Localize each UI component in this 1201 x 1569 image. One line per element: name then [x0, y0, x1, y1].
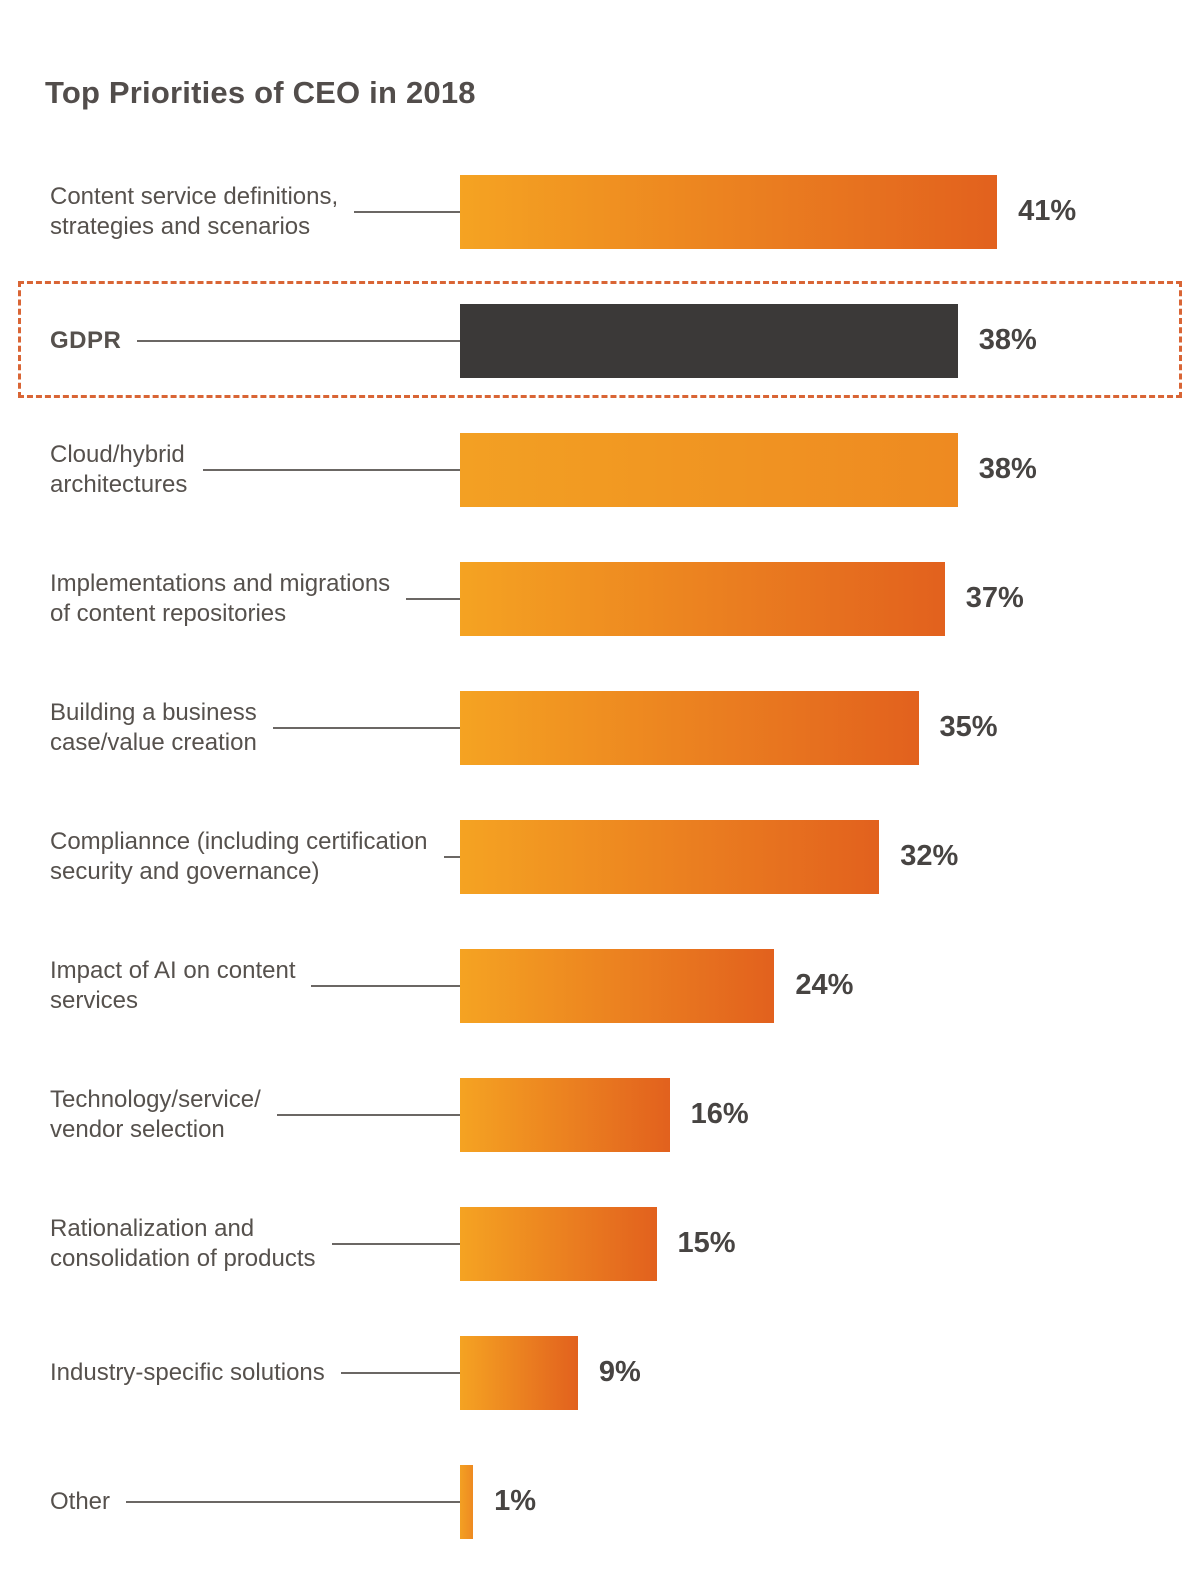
bar-value: 35%	[939, 711, 998, 743]
chart-title: Top Priorities of CEO in 2018	[45, 75, 476, 110]
connector-line	[276, 1113, 460, 1116]
bar	[460, 1335, 578, 1410]
bar-chart: Content service definitions, strategies …	[0, 147, 1201, 1566]
connector-line	[331, 1242, 460, 1245]
bar-row: Content service definitions, strategies …	[0, 147, 1201, 276]
connector-line	[272, 726, 460, 729]
bar-row: Industry-specific solutions 9%	[0, 1308, 1201, 1437]
bar-row: Cloud/hybrid architectures 38%	[0, 405, 1201, 534]
bar-row: Implementations and migrations of conten…	[0, 534, 1201, 663]
bar-label-area: Rationalization and consolidation of pro…	[0, 1214, 460, 1274]
bar-label: Building a business case/value creation	[50, 698, 257, 756]
bar	[460, 432, 958, 507]
bar-label-area: Content service definitions, strategies …	[0, 182, 460, 242]
connector-line	[443, 855, 460, 858]
bar-row: Other 1%	[0, 1437, 1201, 1566]
bar-label-area: Other	[0, 1487, 460, 1517]
bar-label: Industry-specific solutions	[50, 1358, 325, 1386]
bar-label-area: Compliannce (including certification sec…	[0, 827, 460, 887]
bar-row: Compliannce (including certification sec…	[0, 792, 1201, 921]
bar	[460, 690, 919, 765]
bar-label: Cloud/hybrid architectures	[50, 440, 188, 498]
bar	[460, 174, 998, 249]
connector-line	[406, 597, 460, 600]
bar-value: 32%	[900, 840, 959, 872]
bar-value: 41%	[1018, 195, 1077, 227]
bar-label-area: Cloud/hybrid architectures	[0, 440, 460, 500]
bar-label-area: Technology/service/ vendor selection	[0, 1085, 460, 1145]
bar-row: Impact of AI on content services 24%	[0, 921, 1201, 1050]
connector-line	[203, 468, 460, 471]
bar-label: GDPR	[50, 326, 122, 354]
bar-label: Compliannce (including certification sec…	[50, 827, 428, 885]
bar	[460, 819, 880, 894]
bar-label-area: Impact of AI on content services	[0, 956, 460, 1016]
bar	[460, 561, 945, 636]
bar-label: Technology/service/ vendor selection	[50, 1085, 261, 1143]
bar-value: 9%	[598, 1356, 641, 1388]
bar-row: Technology/service/ vendor selection 16%	[0, 1050, 1201, 1179]
bar-label-area: Implementations and migrations of conten…	[0, 569, 460, 629]
connector-line	[354, 210, 460, 213]
bar-value: 15%	[677, 1227, 736, 1259]
infographic-page: Top Priorities of CEO in 2018 Content se…	[0, 75, 1201, 1569]
bar-value: 38%	[978, 324, 1037, 356]
bar-label: Impact of AI on content services	[50, 956, 296, 1014]
bar	[460, 1206, 657, 1281]
bar-label-area: GDPR	[0, 326, 460, 356]
bar-label: Rationalization and consolidation of pro…	[50, 1214, 316, 1272]
bar-label: Implementations and migrations of conten…	[50, 569, 391, 627]
bar-row: GDPR 38%	[0, 276, 1201, 405]
bar-label: Content service definitions, strategies …	[50, 182, 339, 240]
bar-value: 37%	[965, 582, 1024, 614]
bar-row: Rationalization and consolidation of pro…	[0, 1179, 1201, 1308]
bar-value: 1%	[494, 1485, 537, 1517]
bar-label-area: Building a business case/value creation	[0, 698, 460, 758]
bar	[460, 948, 775, 1023]
connector-line	[137, 339, 460, 342]
bar-value: 24%	[795, 969, 854, 1001]
bar-value: 16%	[690, 1098, 749, 1130]
bar-label-area: Industry-specific solutions	[0, 1358, 460, 1388]
connector-line	[340, 1371, 460, 1374]
bar	[460, 1464, 474, 1539]
connector-line	[311, 984, 460, 987]
bar-label: Other	[50, 1487, 111, 1515]
bar	[460, 1077, 670, 1152]
bar	[460, 303, 958, 378]
connector-line	[126, 1500, 460, 1503]
bar-value: 38%	[978, 453, 1037, 485]
bar-row: Building a business case/value creation 3…	[0, 663, 1201, 792]
